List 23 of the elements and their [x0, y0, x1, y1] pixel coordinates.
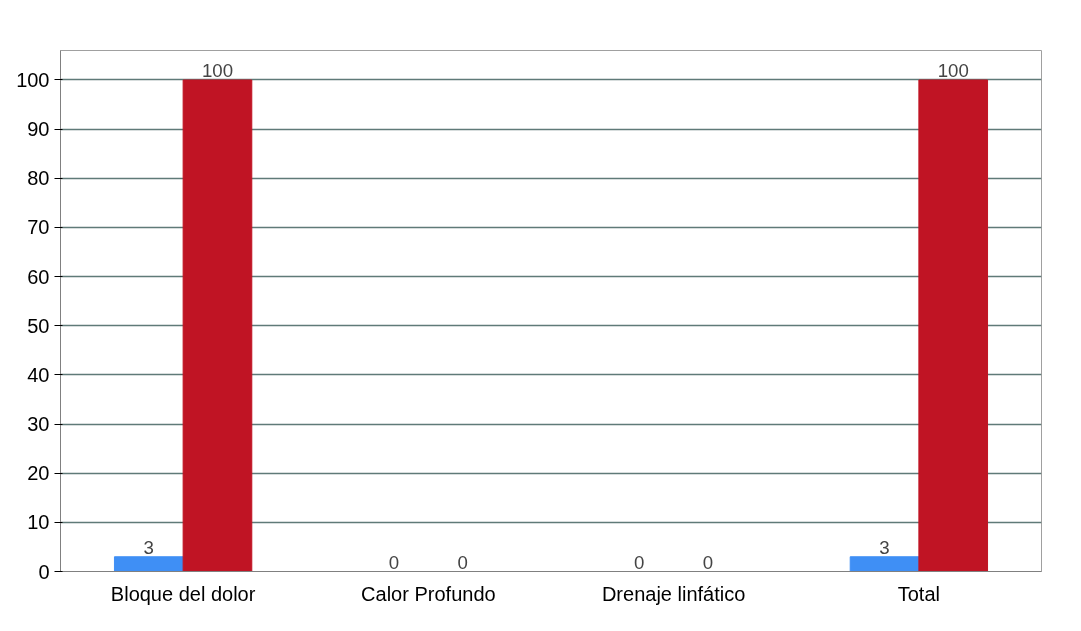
y-tick-label: 40 — [27, 363, 50, 386]
y-tick-label: 100 — [16, 68, 50, 91]
y-tick-label: 70 — [27, 216, 50, 239]
data-label: 100 — [937, 59, 969, 81]
y-tick-label: 50 — [27, 314, 50, 337]
data-label: 0 — [457, 551, 468, 573]
x-tick-label: Total — [897, 582, 940, 605]
y-tick-label: 30 — [27, 413, 50, 436]
data-label: 0 — [388, 551, 400, 573]
y-tick-label: 80 — [27, 167, 50, 190]
data-label: 3 — [143, 536, 154, 558]
x-tick-label: Calor Profundo — [361, 582, 496, 605]
y-tick-label: 20 — [27, 462, 50, 485]
y-tick-label: 0 — [38, 560, 50, 583]
x-tick-label: Drenaje linfático — [601, 582, 746, 605]
data-label: 100 — [201, 59, 234, 81]
data-label: 0 — [702, 551, 714, 573]
x-tick-label: Bloque del dolor — [110, 582, 256, 605]
data-label: 0 — [634, 551, 645, 573]
y-tick-label: 90 — [27, 118, 50, 141]
y-tick-label: 10 — [27, 511, 50, 534]
data-label: 3 — [879, 536, 890, 558]
y-tick-label: 60 — [27, 265, 50, 288]
